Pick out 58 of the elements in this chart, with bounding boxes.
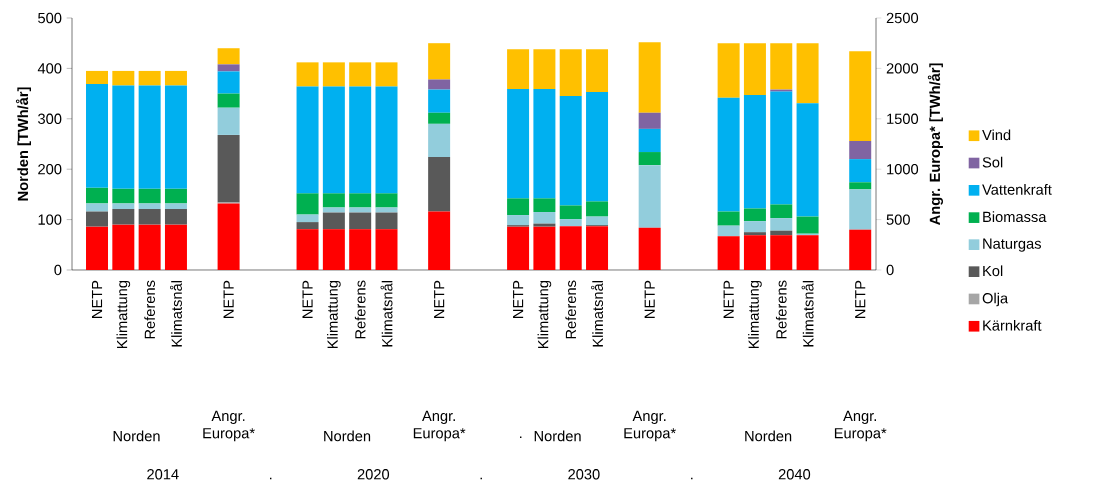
- y-axis-title: Norden [TWh/år]: [15, 87, 31, 201]
- text: Angr. Europa*: [624, 410, 676, 442]
- x-tick-label: NETP: [223, 280, 234, 318]
- y2-tick-label: 1000: [887, 164, 919, 175]
- x-tick-label: Referens: [144, 280, 156, 339]
- x-tick-label: Klimattung: [116, 280, 131, 349]
- legend-label: Vind: [982, 129, 1011, 141]
- text: .: [480, 477, 482, 480]
- text: .: [520, 436, 522, 438]
- x-tick-label: NETP: [434, 280, 445, 318]
- y-tick-label: 200: [38, 164, 62, 175]
- x-tick-label: Klimatsnål: [591, 281, 604, 347]
- text: 2014: [147, 469, 179, 480]
- legend-label: Olja: [982, 292, 1009, 307]
- legend-label: Kärnkraft: [983, 319, 1042, 331]
- x-tick-label: NETP: [513, 280, 524, 318]
- legend-label: Sol: [982, 156, 1003, 168]
- text: .: [691, 477, 693, 480]
- x-tick-label: Referens: [354, 280, 366, 339]
- text: Norden: [324, 430, 371, 442]
- y2-tick-label: 0: [886, 264, 894, 276]
- text: 2020: [357, 469, 390, 480]
- y-tick-label: 500: [38, 12, 62, 24]
- x-tick-label: Klimattung: [748, 280, 762, 349]
- text: .: [270, 477, 272, 480]
- text: Norden: [534, 430, 581, 442]
- x-tick-label: NETP: [644, 280, 655, 318]
- x-tick-label: Klimatsnål: [380, 281, 393, 347]
- y-tick-label: 300: [38, 113, 62, 124]
- y2-tick-label: 1500: [887, 113, 919, 124]
- y-tick-label: 400: [37, 63, 62, 74]
- legend-label: Kol: [983, 265, 1003, 277]
- text: Angr. Europa*: [413, 410, 466, 442]
- legend-label: Vattenkraft: [982, 184, 1052, 195]
- text: Angr. Europa*: [203, 410, 255, 442]
- x-tick-label: Klimatsnål: [801, 281, 814, 347]
- y2-tick-label: 2000: [886, 63, 919, 74]
- x-tick-label: Klimattung: [537, 280, 552, 349]
- legend-label: Naturgas: [983, 238, 1042, 252]
- x-tick-label: Referens: [775, 280, 787, 339]
- y-tick-label: 100: [38, 214, 62, 225]
- text: Norden: [113, 430, 160, 442]
- y-tick-label: 0: [54, 264, 62, 276]
- y2-axis-title: Angr. Europa* [TWh/år]: [927, 63, 944, 225]
- text: 2040: [778, 469, 811, 480]
- x-tick-label: NETP: [91, 280, 103, 318]
- legend-label: Biomassa: [983, 211, 1047, 223]
- x-tick-label: NETP: [723, 280, 734, 318]
- y2-tick-label: 2500: [886, 12, 919, 24]
- x-tick-label: Klimatsnål: [169, 281, 182, 347]
- text: Norden: [745, 430, 792, 442]
- y2-tick-label: 500: [886, 214, 910, 225]
- x-tick-label: Referens: [565, 280, 577, 339]
- text: Angr. Europa*: [834, 410, 887, 442]
- x-tick-label: NETP: [302, 280, 313, 318]
- text: 2030: [568, 469, 600, 480]
- x-tick-label: Klimattung: [327, 280, 341, 349]
- x-tick-label: NETP: [855, 280, 866, 318]
